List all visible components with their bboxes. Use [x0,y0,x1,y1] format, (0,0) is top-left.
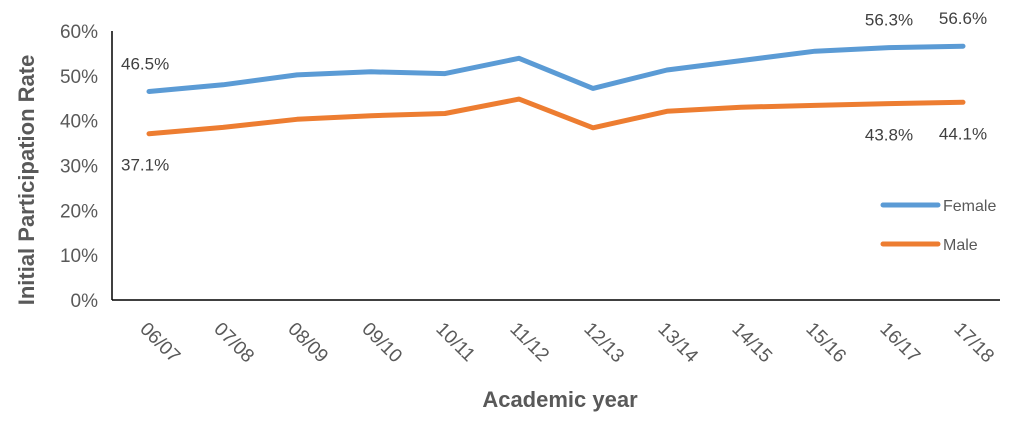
y-tick-label: 30% [60,157,98,178]
x-tick-label: 17/18 [949,319,997,367]
y-tick-label: 20% [60,201,98,222]
y-tick-label: 40% [60,112,98,133]
x-tick-label: 10/11 [431,319,478,366]
x-tick-label: 11/12 [505,319,552,366]
y-axis-ticks: 0% 10% 20% 30% 40% 50% 60% [60,22,98,312]
data-label: 37.1% [121,156,169,175]
y-tick-label: 0% [71,291,99,312]
x-tick-label: 09/10 [357,319,405,367]
x-axis-ticks: 06/07 07/08 08/09 09/10 10/11 11/12 12/13 13/14… [135,319,997,368]
series-layer [146,43,966,137]
data-label: 56.3% [865,11,913,30]
data-label: 43.8% [865,126,913,145]
data-label: 46.5% [121,55,169,74]
x-tick-label: 06/07 [135,319,183,367]
x-tick-label: 13/14 [653,319,702,368]
legend: Female Male [880,198,996,254]
y-tick-label: 50% [60,67,98,88]
data-label: 56.6% [939,9,987,28]
y-tick-label: 10% [60,246,98,267]
series-line-male [146,96,966,137]
series-line-female [146,43,966,94]
x-tick-label: 15/16 [801,319,849,367]
x-tick-label: 14/15 [727,319,775,367]
x-tick-label: 16/17 [875,319,923,367]
x-tick-label: 07/08 [209,319,257,367]
x-tick-label: 12/13 [579,319,627,367]
data-label: 44.1% [939,124,987,143]
y-axis-title: Initial Participation Rate [14,55,39,306]
legend-label-female: Female [943,198,996,215]
x-tick-label: 08/09 [283,319,331,367]
legend-label-male: Male [943,237,978,254]
y-tick-label: 60% [60,22,98,43]
data-labels: 46.5% 56.3% 56.6% 37.1% 43.8% 44.1% [121,9,987,174]
x-axis-title: Academic year [482,387,638,412]
